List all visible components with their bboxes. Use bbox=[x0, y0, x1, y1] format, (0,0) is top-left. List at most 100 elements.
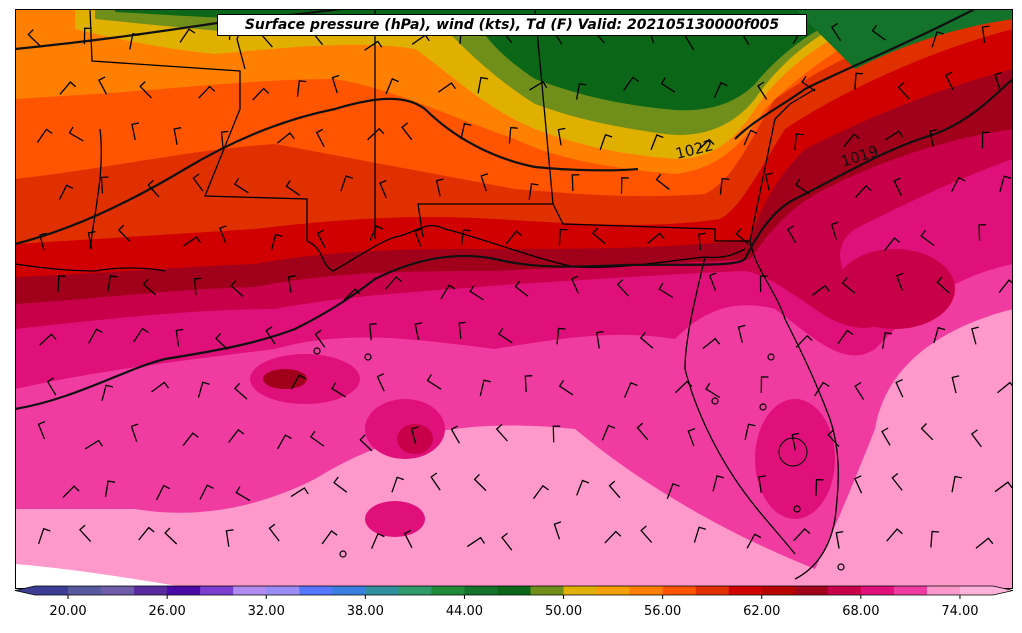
wind-barb bbox=[508, 126, 518, 144]
wind-barb bbox=[791, 432, 800, 451]
wind-barb bbox=[36, 128, 53, 143]
wind-barb bbox=[871, 24, 886, 41]
wind-barb bbox=[147, 179, 160, 198]
wind-barb bbox=[164, 527, 178, 545]
wind-barb bbox=[524, 375, 533, 393]
colorbar-swatch bbox=[959, 586, 994, 595]
colorbar-swatch bbox=[299, 586, 333, 595]
wind-barb bbox=[950, 176, 966, 193]
wind-barb bbox=[571, 174, 580, 192]
lake-okeechobee bbox=[778, 437, 808, 467]
wind-barb bbox=[331, 74, 340, 94]
wind-barb bbox=[604, 530, 622, 544]
colorbar-swatch bbox=[893, 586, 928, 595]
wind-barb bbox=[708, 272, 717, 291]
td-blob bbox=[835, 249, 955, 329]
wind-barb bbox=[854, 381, 865, 401]
wind-barb bbox=[309, 430, 325, 447]
wind-barb bbox=[68, 126, 84, 142]
colorbar-tick-label: 74.00 bbox=[941, 604, 978, 619]
wind-barb bbox=[815, 479, 824, 496]
colorbar-tick-label: 62.00 bbox=[743, 604, 780, 619]
weather-map: 1022 1019 bbox=[15, 9, 1013, 589]
wind-barb bbox=[854, 72, 864, 90]
colorbar-swatch bbox=[332, 586, 366, 595]
colorbar-tick-label: 56.00 bbox=[644, 604, 681, 619]
wind-barb bbox=[276, 132, 295, 144]
wind-barb bbox=[936, 276, 950, 294]
wind-barb bbox=[951, 375, 960, 394]
wind-barb bbox=[693, 526, 706, 543]
wind-barb bbox=[87, 230, 96, 249]
wind-barb bbox=[737, 324, 746, 343]
wind-barb bbox=[532, 484, 549, 500]
wind-barb bbox=[835, 530, 844, 549]
wind-barb bbox=[951, 475, 963, 493]
wind-barb bbox=[895, 272, 904, 292]
wind-barb bbox=[104, 480, 116, 498]
colorbar-tick-label: 44.00 bbox=[446, 604, 483, 619]
colorbar-swatch bbox=[596, 586, 631, 595]
colorbar-swatch bbox=[761, 586, 796, 595]
wind-barb bbox=[37, 527, 51, 545]
wind-barb bbox=[192, 173, 204, 192]
wind-barb bbox=[735, 228, 750, 245]
wind-barb bbox=[219, 225, 227, 244]
wind-barb bbox=[84, 439, 103, 450]
wind-barb bbox=[391, 476, 405, 493]
wind-barb bbox=[558, 228, 568, 246]
wind-barb bbox=[296, 80, 307, 97]
wind-barb bbox=[179, 28, 196, 43]
wind-barb bbox=[558, 379, 574, 396]
colorbar-swatch bbox=[431, 586, 465, 595]
wind-barb bbox=[596, 330, 604, 349]
colorbar-swatch bbox=[563, 586, 598, 595]
wind-barb bbox=[385, 78, 399, 94]
wind-barb bbox=[553, 521, 562, 540]
wind-barb bbox=[931, 31, 944, 48]
wind-barb bbox=[83, 27, 92, 45]
wind-barb bbox=[182, 236, 201, 247]
wind-barb bbox=[719, 177, 730, 195]
wind-barb bbox=[616, 279, 629, 297]
wind-barb bbox=[854, 475, 863, 494]
wind-barb bbox=[59, 81, 77, 95]
colorbar-swatch bbox=[398, 586, 432, 595]
colorbar-swatches bbox=[14, 585, 1014, 596]
wind-barb bbox=[697, 138, 715, 152]
colorbar-extend-low bbox=[15, 586, 35, 595]
wind-barb bbox=[529, 80, 548, 91]
colorbar-outline bbox=[14, 585, 1014, 596]
colorbar-ticks: 20.00 26.00 32.00 38.00 44.00 50.00 56.00 62.00… bbox=[49, 595, 979, 619]
wind-barb bbox=[131, 122, 140, 141]
wind-barb bbox=[265, 326, 276, 345]
wind-barb bbox=[316, 229, 326, 248]
wind-barb bbox=[575, 82, 587, 100]
colorbar-swatch bbox=[497, 586, 532, 595]
wind-barb bbox=[182, 432, 199, 447]
colorbar-swatch bbox=[728, 586, 763, 595]
td-blob bbox=[263, 369, 307, 389]
wind-barb bbox=[58, 184, 74, 200]
wind-barb bbox=[843, 133, 860, 148]
colorbar: 20.00 26.00 32.00 38.00 44.00 50.00 56.00 62.00… bbox=[14, 585, 1014, 619]
wind-barb bbox=[929, 129, 937, 147]
wind-barb bbox=[841, 277, 856, 294]
wind-barb bbox=[199, 484, 214, 500]
wind-barb bbox=[655, 173, 670, 190]
wind-barb bbox=[827, 429, 840, 448]
td-band-dark-green bbox=[795, 9, 1013, 69]
colorbar-swatch bbox=[794, 586, 829, 595]
wind-barb bbox=[385, 276, 402, 290]
wind-barb bbox=[62, 485, 80, 499]
wind-barb bbox=[450, 425, 461, 444]
wind-barb bbox=[801, 75, 816, 92]
wind-barb bbox=[994, 71, 1002, 90]
wind-barb bbox=[39, 333, 57, 346]
wind-barb bbox=[37, 420, 46, 440]
blank-corner bbox=[15, 564, 195, 589]
wind-barb bbox=[920, 423, 934, 441]
wind-barb bbox=[514, 280, 529, 297]
wind-barb bbox=[893, 177, 902, 196]
wind-barb bbox=[233, 177, 249, 194]
